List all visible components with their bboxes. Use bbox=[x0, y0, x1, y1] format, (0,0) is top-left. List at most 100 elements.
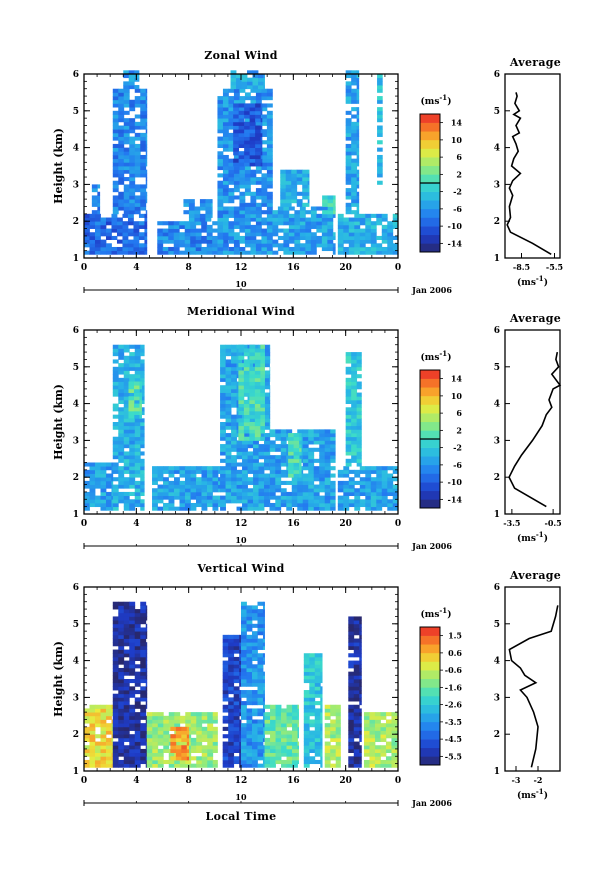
heatmap-cell bbox=[261, 217, 268, 222]
heatmap-cell bbox=[89, 491, 96, 496]
heatmap-cell bbox=[134, 199, 141, 204]
heatmap-cell bbox=[377, 132, 383, 137]
heatmap-cell bbox=[231, 495, 237, 500]
heatmap-cell bbox=[233, 667, 240, 673]
heatmap-cell bbox=[118, 352, 125, 357]
heatmap-cell bbox=[134, 642, 141, 647]
heatmap-cell bbox=[244, 147, 251, 152]
heatmap-cell bbox=[251, 741, 258, 746]
heatmap-cell bbox=[255, 121, 262, 126]
heatmap-cell bbox=[233, 708, 240, 713]
heatmap-cell bbox=[269, 396, 271, 401]
heatmap-cell bbox=[353, 748, 360, 753]
heatmap-cell bbox=[134, 631, 141, 636]
heatmap-cell bbox=[123, 396, 130, 401]
heatmap-cell bbox=[305, 224, 312, 229]
heatmap-cell bbox=[345, 151, 352, 156]
heatmap-cell bbox=[220, 403, 226, 408]
heatmap-cell bbox=[205, 202, 212, 207]
heatmap-cell bbox=[162, 246, 169, 252]
heatmap-cell bbox=[118, 631, 125, 636]
heatmap-cell bbox=[152, 730, 159, 735]
heatmap-cell bbox=[353, 715, 360, 720]
heatmap-cell bbox=[243, 388, 250, 393]
heatmap-cell bbox=[269, 451, 271, 456]
heatmap-cell bbox=[134, 730, 141, 735]
heatmap-cell bbox=[144, 246, 148, 252]
heatmap-cell bbox=[174, 719, 181, 724]
heatmap-cell bbox=[233, 649, 240, 654]
heatmap-cell bbox=[112, 697, 119, 702]
heatmap-cell bbox=[220, 495, 226, 500]
heatmap-cell bbox=[244, 224, 251, 229]
heatmap-cell bbox=[333, 195, 336, 200]
heatmap-cell bbox=[225, 455, 232, 460]
heatmap-cell bbox=[233, 748, 240, 753]
heatmap-cell bbox=[222, 114, 229, 119]
heatmap-cell bbox=[220, 414, 226, 419]
heatmap-cell bbox=[94, 217, 101, 222]
heatmap-cell bbox=[348, 664, 355, 669]
heatmap-cell bbox=[233, 243, 240, 248]
heatmap-cell bbox=[231, 484, 237, 489]
heatmap-cell bbox=[140, 396, 145, 401]
heatmap-cell bbox=[134, 715, 141, 720]
heatmap-cell bbox=[348, 502, 355, 508]
heatmap-cell bbox=[376, 469, 383, 474]
heatmap-cell bbox=[140, 704, 147, 709]
heatmap-cell bbox=[233, 143, 240, 148]
heatmap-cell bbox=[345, 121, 352, 126]
heatmap-cell bbox=[351, 169, 358, 174]
heatmap-cell bbox=[255, 166, 262, 171]
heatmap-cell bbox=[257, 748, 264, 753]
heatmap-cell bbox=[293, 433, 300, 438]
heatmap-cell bbox=[168, 466, 175, 471]
colorbar-segment bbox=[420, 490, 440, 500]
heatmap-cell bbox=[222, 103, 229, 108]
heatmap-cell bbox=[262, 697, 265, 702]
heatmap-cell bbox=[129, 184, 136, 189]
heatmap-cell bbox=[266, 202, 273, 207]
heatmap-cell bbox=[134, 99, 141, 104]
heatmap-cell bbox=[118, 392, 125, 397]
heatmap-cell bbox=[264, 756, 271, 761]
colorbar-segment bbox=[420, 174, 440, 184]
heatmap-cell bbox=[140, 195, 147, 200]
heatmap-cell bbox=[285, 173, 292, 178]
heatmap-cell bbox=[236, 477, 243, 482]
heatmap-cell bbox=[123, 162, 130, 167]
heatmap-cell bbox=[348, 623, 355, 628]
heatmap-cell bbox=[89, 708, 96, 713]
heatmap-cell bbox=[269, 410, 271, 416]
heatmap-cell bbox=[257, 623, 264, 628]
heatmap-cell bbox=[105, 235, 112, 240]
heatmap-cell bbox=[233, 715, 240, 720]
heatmap-cell bbox=[313, 502, 320, 508]
heatmap-cell bbox=[363, 763, 370, 768]
heatmap-cell bbox=[118, 734, 125, 739]
heatmap-cell bbox=[254, 436, 261, 441]
heatmap-cell bbox=[337, 228, 344, 233]
heatmap-cell bbox=[319, 455, 326, 460]
heatmap-cell bbox=[174, 488, 180, 493]
heatmap-cell bbox=[134, 653, 141, 658]
heatmap-cell bbox=[303, 726, 310, 731]
x-tick-label: 20 bbox=[339, 263, 352, 273]
heatmap-cell bbox=[212, 737, 218, 742]
heatmap-cell bbox=[112, 385, 119, 390]
heatmap-cell bbox=[118, 653, 125, 658]
heatmap-cell bbox=[140, 136, 147, 141]
heatmap-cell bbox=[288, 232, 295, 237]
average-y-tick-label: 3 bbox=[494, 180, 500, 190]
heatmap-cell bbox=[335, 704, 341, 709]
average-profile-line bbox=[506, 92, 552, 255]
heatmap-cell bbox=[220, 348, 226, 353]
heatmap-cell bbox=[228, 690, 235, 695]
heatmap-cell bbox=[380, 737, 387, 742]
heatmap-cell bbox=[222, 719, 229, 724]
heatmap-cell bbox=[244, 136, 251, 141]
heatmap-cell bbox=[244, 107, 251, 112]
heatmap-cell bbox=[354, 495, 361, 500]
heatmap-cell bbox=[179, 759, 186, 765]
heatmap-cell bbox=[348, 221, 355, 226]
